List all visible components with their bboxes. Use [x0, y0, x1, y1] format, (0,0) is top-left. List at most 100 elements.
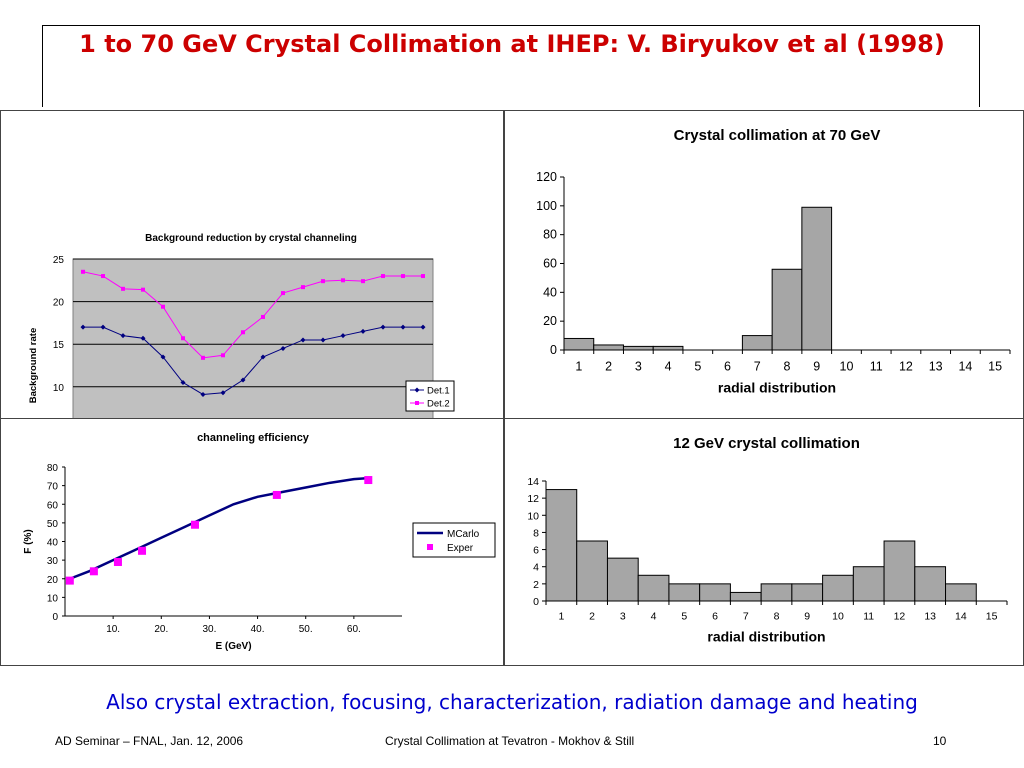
- bar: [945, 583, 977, 602]
- data-point: [141, 287, 145, 292]
- bar: [563, 337, 595, 351]
- legend-box: [412, 522, 496, 558]
- data-point: [190, 520, 199, 529]
- data-point: [364, 476, 373, 485]
- x-tick-label: 1: [558, 611, 564, 623]
- data-point: [400, 324, 406, 330]
- x-tick-label: 3: [635, 360, 642, 374]
- x-tick-label: 7: [754, 360, 761, 374]
- y-tick-label: 20: [47, 575, 59, 586]
- x-tick-label: 2: [589, 611, 595, 623]
- bar: [699, 583, 731, 602]
- y-tick-label: 30: [47, 556, 59, 567]
- data-point: [240, 377, 246, 383]
- data-point: [120, 333, 126, 339]
- data-point: [80, 324, 86, 330]
- bar: [622, 345, 654, 351]
- x-tick-label: 14: [955, 611, 967, 623]
- x-tick-label: 8: [774, 611, 780, 623]
- legend-label: Exper: [447, 543, 474, 554]
- y-tick-label: 120: [536, 170, 557, 184]
- y-tick-label: 0: [52, 612, 58, 623]
- bar: [914, 566, 947, 602]
- legend-label: MCarlo: [447, 529, 480, 540]
- bar: [852, 566, 885, 602]
- title-frame: [42, 25, 980, 107]
- data-point: [381, 274, 385, 279]
- x-tick-label: 5: [694, 360, 701, 374]
- series-line-det1: [83, 326, 423, 395]
- x-tick-label: 5: [681, 611, 687, 623]
- y-tick-label: 2: [533, 579, 539, 591]
- legend-label: Det.1: [427, 386, 450, 397]
- y-tick-label: 14: [527, 476, 539, 488]
- channeling-efficiency-chart: channeling efficiency 0 10 20 30 40 50 60 70 80 10…: [23, 432, 496, 652]
- y-axis-label: Background rate: [28, 328, 39, 404]
- x-tick-label: 10: [840, 360, 854, 374]
- y-tick-label: 40: [47, 538, 59, 549]
- bar: [576, 540, 608, 602]
- x-tick-label: 15: [988, 360, 1002, 374]
- legend-box: [405, 380, 455, 412]
- x-tick-label: 12: [899, 360, 913, 374]
- bar: [606, 557, 639, 602]
- x-tick-label: 6: [712, 611, 718, 623]
- x-tick-label: 11: [863, 611, 874, 623]
- chart-panel-channeling-efficiency: channeling efficiency 0 10 20 30 40 50 60 70 80 10…: [0, 418, 504, 666]
- y-tick-label: 20: [543, 314, 557, 328]
- x-axis-label: E (GeV): [215, 641, 251, 652]
- data-point: [320, 337, 326, 343]
- data-point: [321, 279, 325, 284]
- data-point: [241, 330, 245, 335]
- data-point: [380, 324, 386, 330]
- bar: [741, 335, 773, 351]
- data-point: [421, 274, 425, 279]
- data-point: [65, 576, 74, 585]
- data-point: [280, 345, 286, 351]
- chart-panel-12gev: 12 GeV crystal collimation 0 2 4 6 8 10 12 14 1 2 3…: [504, 418, 1024, 666]
- x-tick-label: 60.: [347, 624, 361, 635]
- data-point: [361, 279, 365, 284]
- x-tick-label: 40.: [251, 624, 265, 635]
- legend-label: Det.2: [427, 399, 450, 410]
- legend-marker: [427, 544, 433, 550]
- data-point: [300, 337, 306, 343]
- y-tick-label: 12: [527, 493, 539, 505]
- legend-marker: [415, 401, 419, 405]
- x-tick-label: 30.: [202, 624, 216, 635]
- x-tick-label: 4: [651, 611, 657, 623]
- footer-left: AD Seminar – FNAL, Jan. 12, 2006: [55, 734, 244, 748]
- x-tick-label: 4: [665, 360, 672, 374]
- y-tick-label: 20: [53, 298, 65, 309]
- bar: [801, 206, 833, 351]
- x-tick-label: 14: [958, 360, 972, 374]
- x-tick-label: 50.: [299, 624, 313, 635]
- bar: [545, 489, 578, 602]
- chart-title: Background reduction by crystal channeli…: [145, 233, 357, 244]
- y-tick-label: 70: [47, 482, 59, 493]
- y-tick-label: 60: [47, 500, 59, 511]
- y-tick-label: 100: [536, 199, 557, 213]
- y-tick-label: 15: [53, 340, 65, 351]
- collimation-70gev-chart: Crystal collimation at 70 GeV 0 20 40 60 80 10…: [536, 127, 1011, 396]
- chart-title: Crystal collimation at 70 GeV: [674, 127, 881, 144]
- data-point: [260, 354, 266, 360]
- bar: [791, 583, 824, 602]
- bar: [637, 574, 670, 602]
- x-tick-label: 6: [724, 360, 731, 374]
- bar: [593, 344, 624, 351]
- y-tick-label: 8: [533, 527, 539, 539]
- y-tick-label: 80: [543, 228, 557, 242]
- data-point: [138, 546, 147, 555]
- bar: [883, 540, 916, 602]
- data-point: [261, 314, 265, 319]
- data-point: [360, 328, 366, 334]
- y-tick-label: 0: [533, 596, 539, 608]
- x-tick-label: 7: [743, 611, 749, 623]
- data-point: [140, 335, 146, 341]
- data-point: [220, 390, 226, 396]
- data-point: [101, 274, 105, 279]
- x-tick-label: 10: [832, 611, 844, 623]
- x-tick-label: 13: [924, 611, 936, 623]
